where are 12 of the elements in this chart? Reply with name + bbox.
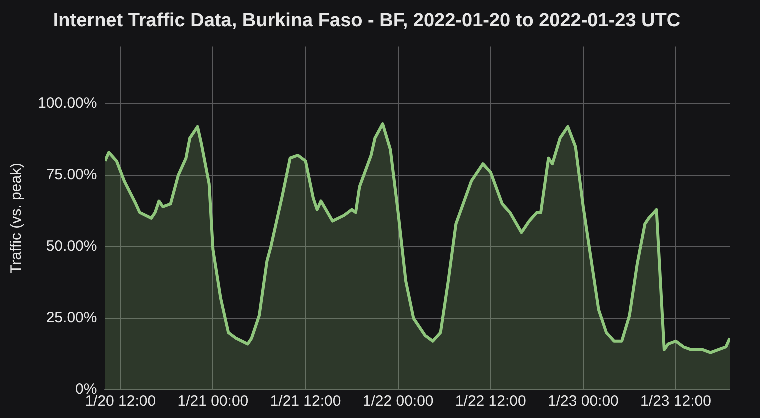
x-tick-label: 1/22 00:00 — [362, 393, 434, 410]
x-tick-label: 1/23 00:00 — [548, 393, 619, 410]
x-tick-label: 1/22 12:00 — [455, 393, 526, 410]
y-tick-label: 25.00% — [46, 310, 98, 327]
x-tick-label: 1/23 12:00 — [640, 393, 712, 410]
x-tick-label: 1/21 00:00 — [178, 393, 249, 410]
chart-title: Internet Traffic Data, Burkina Faso - BF, 2022-01-20 to 2022-01-23 UTC — [53, 10, 681, 32]
y-tick-label: 75.00% — [46, 166, 98, 184]
y-tick-label: 100.00% — [38, 95, 98, 112]
y-tick-label: 50.00% — [46, 238, 98, 256]
x-tick-label: 1/21 12:00 — [270, 393, 342, 410]
y-axis-title: Traffic (vs. peak) — [8, 162, 26, 274]
